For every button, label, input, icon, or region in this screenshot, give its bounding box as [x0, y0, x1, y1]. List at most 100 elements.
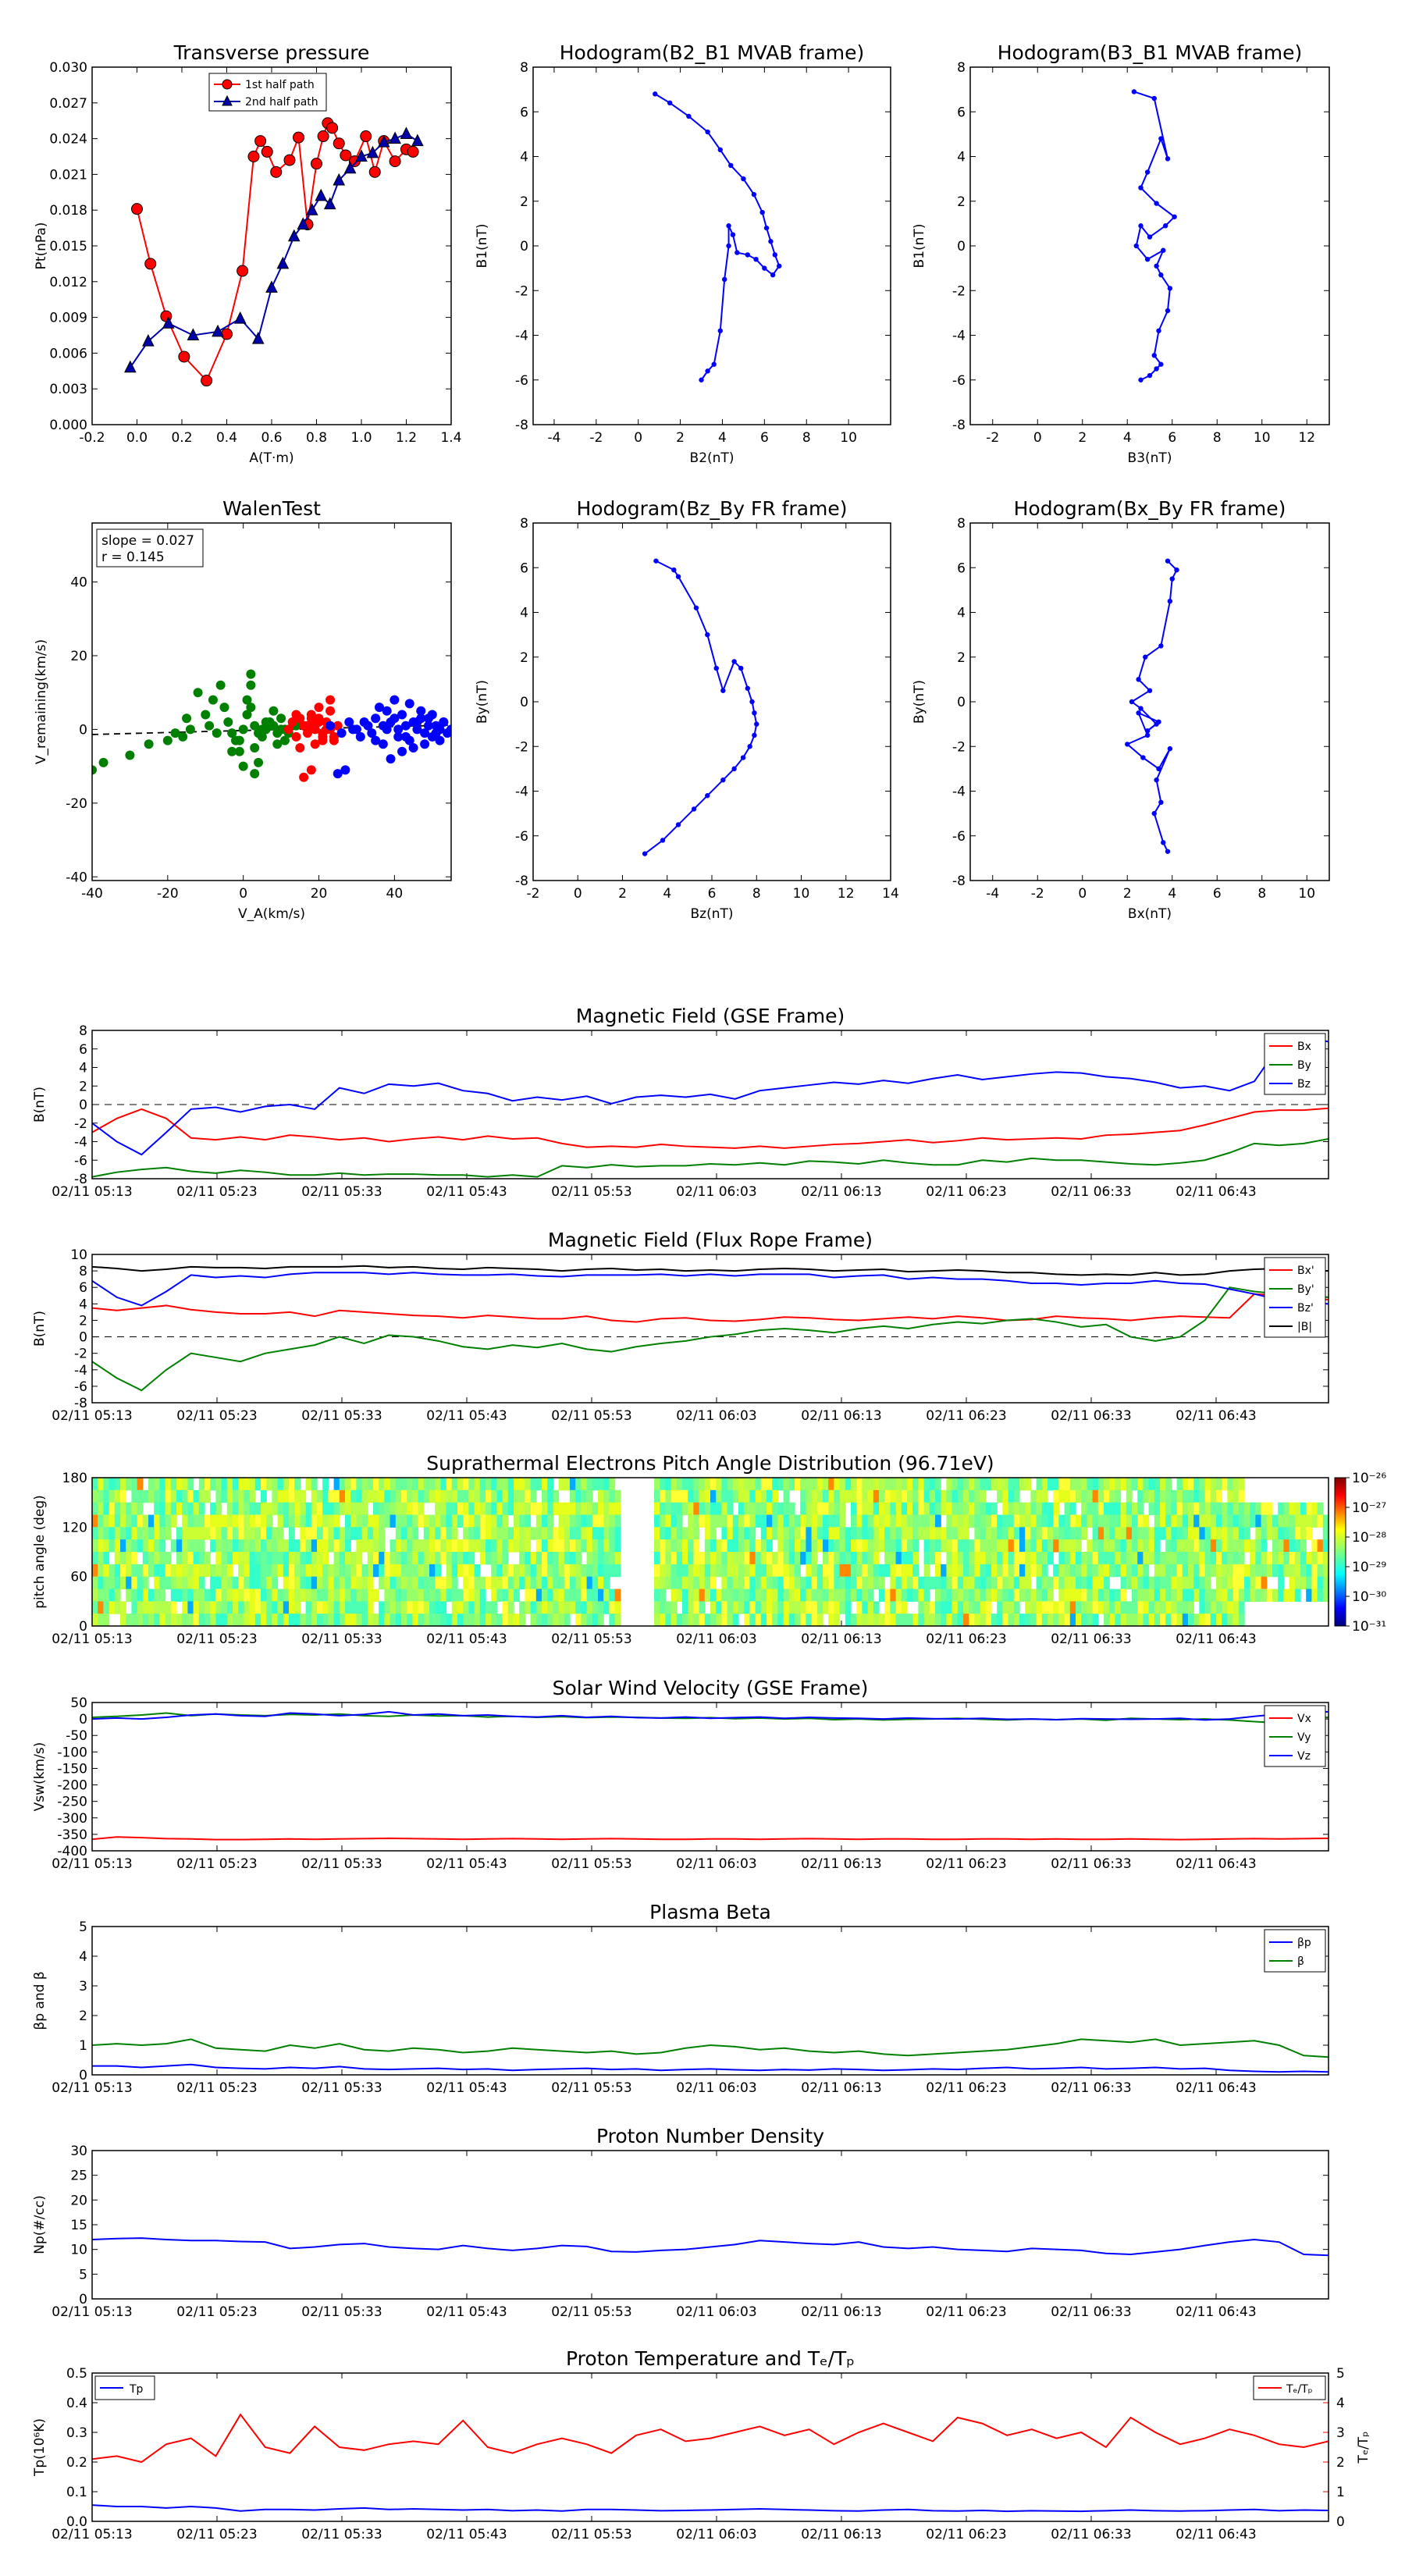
heatmap-cell	[333, 1489, 340, 1503]
heatmap-cell	[834, 1552, 841, 1565]
heatmap-cell	[795, 1514, 801, 1528]
heatmap-cell	[755, 1564, 762, 1578]
heatmap-cell	[457, 1614, 464, 1627]
x-tick-label: 02/11 06:23	[926, 2080, 1006, 2096]
heatmap-cell	[1041, 1601, 1048, 1614]
data-point	[242, 695, 252, 705]
heatmap-cell	[1199, 1514, 1206, 1528]
x-tick-label: 14	[882, 886, 899, 902]
heatmap-cell	[367, 1539, 374, 1553]
heatmap-cell	[451, 1539, 458, 1553]
heatmap-cell	[412, 1601, 419, 1614]
y-tick-label: -300	[57, 1811, 87, 1827]
heatmap-cell	[1097, 1601, 1104, 1614]
heatmap-cell	[238, 1614, 244, 1627]
heatmap-cell	[1210, 1489, 1217, 1503]
heatmap-cell	[514, 1514, 520, 1528]
heatmap-cell	[800, 1514, 806, 1528]
heatmap-cell	[564, 1564, 571, 1578]
heatmap-cell	[806, 1527, 813, 1540]
heatmap-cell	[935, 1601, 941, 1614]
heatmap-cell	[744, 1552, 750, 1565]
data-point	[1154, 777, 1159, 783]
heatmap-cell	[379, 1489, 385, 1503]
heatmap-cell	[407, 1527, 413, 1540]
heatmap-cell	[856, 1552, 863, 1565]
heatmap-cell	[1081, 1489, 1087, 1503]
y-right-axis-label: Tₑ/Tₚ	[1356, 2432, 1371, 2464]
heatmap-cell	[923, 1502, 930, 1516]
heatmap-cell	[665, 1502, 672, 1516]
heatmap-cell	[1008, 1614, 1015, 1627]
heatmap-cell	[704, 1552, 711, 1565]
heatmap-cell	[564, 1514, 571, 1528]
heatmap-cell	[187, 1552, 194, 1565]
heatmap-cell	[530, 1576, 537, 1590]
heatmap-cell	[1025, 1527, 1031, 1540]
series-line	[92, 1265, 1329, 1276]
heatmap-cell	[1126, 1601, 1133, 1614]
heatmap-cell	[491, 1514, 497, 1528]
heatmap-cell	[767, 1564, 773, 1578]
heatmap-cell	[598, 1489, 604, 1503]
y-tick-label: 4	[957, 150, 966, 165]
heatmap-cell	[412, 1539, 419, 1553]
heatmap-cell	[732, 1576, 739, 1590]
heatmap-cell	[266, 1614, 272, 1627]
data-point	[314, 717, 324, 727]
heatmap-cell	[154, 1601, 160, 1614]
y-tick-label: 8	[79, 1023, 87, 1039]
heatmap-cell	[660, 1514, 666, 1528]
heatmap-cell	[1188, 1614, 1194, 1627]
heatmap-cell	[1002, 1601, 1009, 1614]
heatmap-cell	[1210, 1614, 1217, 1627]
data-point	[237, 265, 249, 277]
heatmap-cell	[716, 1489, 722, 1503]
heatmap-cell	[187, 1478, 194, 1491]
heatmap-cell	[586, 1502, 593, 1516]
heatmap-cell	[614, 1552, 621, 1565]
heatmap-cell	[1266, 1552, 1273, 1565]
heatmap-cell	[108, 1502, 116, 1516]
heatmap-cell	[974, 1539, 981, 1553]
heatmap-cell	[1165, 1514, 1172, 1528]
data-point	[325, 720, 336, 731]
heatmap-cell	[1294, 1589, 1301, 1602]
heatmap-cell	[839, 1589, 846, 1602]
heatmap-cell	[974, 1576, 981, 1590]
x-tick-label: 02/11 05:33	[301, 1856, 382, 1872]
heatmap-cell	[1087, 1502, 1094, 1516]
y-axis-label: B(nT)	[32, 1311, 48, 1347]
heatmap-cell	[1176, 1478, 1183, 1491]
heatmap-cell	[535, 1478, 542, 1491]
y-tick-label: 4	[79, 1061, 87, 1076]
heatmap-cell	[198, 1502, 205, 1516]
heatmap-cell	[233, 1502, 239, 1516]
heatmap-cell	[660, 1478, 666, 1491]
heatmap-cell	[1064, 1614, 1071, 1627]
heatmap-cell	[345, 1539, 351, 1553]
heatmap-cell	[1154, 1527, 1161, 1540]
data-point	[420, 728, 430, 738]
heatmap-cell	[721, 1601, 728, 1614]
heatmap-cell	[1058, 1589, 1065, 1602]
heatmap-cell	[553, 1576, 560, 1590]
heatmap-cell	[783, 1527, 790, 1540]
heatmap-cell	[1232, 1527, 1240, 1540]
heatmap-cell	[233, 1478, 239, 1491]
heatmap-cell	[289, 1589, 295, 1602]
data-point	[185, 724, 195, 735]
heatmap-cell	[980, 1564, 987, 1578]
x-tick-label: 02/11 05:43	[426, 2304, 507, 2320]
heatmap-cell	[395, 1527, 402, 1540]
heatmap-cell	[760, 1502, 767, 1516]
heatmap-cell	[131, 1601, 138, 1614]
heatmap-cell	[446, 1478, 453, 1491]
heatmap-cell	[170, 1601, 177, 1614]
heatmap-cell	[1137, 1589, 1144, 1602]
heatmap-cell	[682, 1576, 688, 1590]
legend-label: Tp	[129, 2383, 144, 2396]
heatmap-cell	[1087, 1552, 1094, 1565]
heatmap-cell	[289, 1601, 295, 1614]
heatmap-cell	[1204, 1589, 1211, 1602]
